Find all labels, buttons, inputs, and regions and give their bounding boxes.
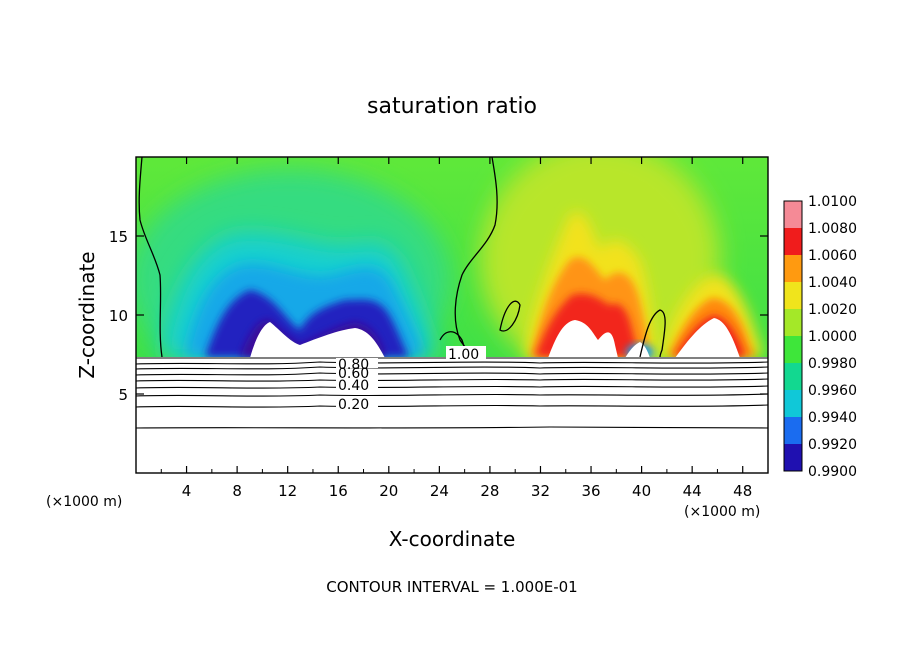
colorbar-swatch	[784, 282, 802, 309]
y-tick-label: 10	[109, 307, 128, 325]
colorbar-swatch	[784, 363, 802, 390]
y-axis: 5 10 15	[109, 228, 768, 404]
colorbar-label: 0.9960	[808, 383, 857, 399]
colorbar-label: 1.0100	[808, 194, 857, 210]
lower-contours	[135, 357, 769, 473]
colorbar-swatch	[784, 309, 802, 336]
x-axis-label: X-coordinate	[389, 527, 516, 551]
x-unit-right: (×1000 m)	[684, 504, 760, 520]
colorbar-label: 0.9940	[808, 410, 857, 426]
colorbar-swatch	[784, 417, 802, 444]
x-tick-label: 32	[531, 482, 550, 500]
colorbar-swatch	[784, 201, 802, 228]
x-tick-label: 12	[278, 482, 297, 500]
x-axis: 4 8 12 16 20 24 28 32 36 40 44 48	[160, 157, 752, 500]
x-tick-label: 36	[581, 482, 600, 500]
colorbar-label: 1.0080	[808, 221, 857, 237]
x-tick-label: 48	[733, 482, 752, 500]
colorbar-label: 0.9900	[808, 464, 857, 480]
x-tick-label: 44	[683, 482, 702, 500]
x-tick-label: 20	[379, 482, 398, 500]
chart-title: saturation ratio	[367, 94, 537, 119]
x-tick-label: 28	[480, 482, 499, 500]
colorbar-label: 1.0020	[808, 302, 857, 318]
y-axis-label: Z-coordinate	[75, 251, 99, 378]
colorbar-label: 1.0060	[808, 248, 857, 264]
contour-labels: 1.00 0.80 0.60 0.40 0.20	[336, 346, 486, 413]
colorbar: 0.9900 0.9920 0.9940 0.9960 0.9980 1.0000 1.00…	[783, 194, 857, 480]
colorbar-label: 0.9980	[808, 356, 857, 372]
colorbar-label: 1.0040	[808, 275, 857, 291]
contour-label: 0.40	[338, 378, 369, 394]
colorbar-swatch	[784, 336, 802, 363]
y-tick-label: 15	[109, 228, 128, 246]
saturation-field	[136, 157, 768, 357]
contour-label: 0.20	[338, 397, 369, 413]
colorbar-border	[783, 200, 803, 472]
x-tick-label: 40	[632, 482, 651, 500]
y-tick-label: 5	[118, 386, 128, 404]
colorbar-label: 0.9920	[808, 437, 857, 453]
contour-label: 1.00	[448, 347, 479, 363]
x-tick-label: 4	[182, 482, 192, 500]
contour-lines-upper	[138, 156, 666, 358]
contour-interval-note: CONTOUR INTERVAL = 1.000E-01	[326, 578, 577, 596]
colorbar-swatch	[784, 390, 802, 417]
x-unit-left: (×1000 m)	[46, 494, 122, 510]
colorbar-swatch	[784, 255, 802, 282]
colorbar-swatch	[784, 444, 802, 471]
colorbar-swatch	[784, 228, 802, 255]
x-tick-label: 8	[232, 482, 242, 500]
x-tick-label: 24	[430, 482, 449, 500]
contour-label: 0.60	[338, 366, 369, 382]
colorbar-label: 1.0000	[808, 329, 857, 345]
x-tick-label: 16	[329, 482, 348, 500]
